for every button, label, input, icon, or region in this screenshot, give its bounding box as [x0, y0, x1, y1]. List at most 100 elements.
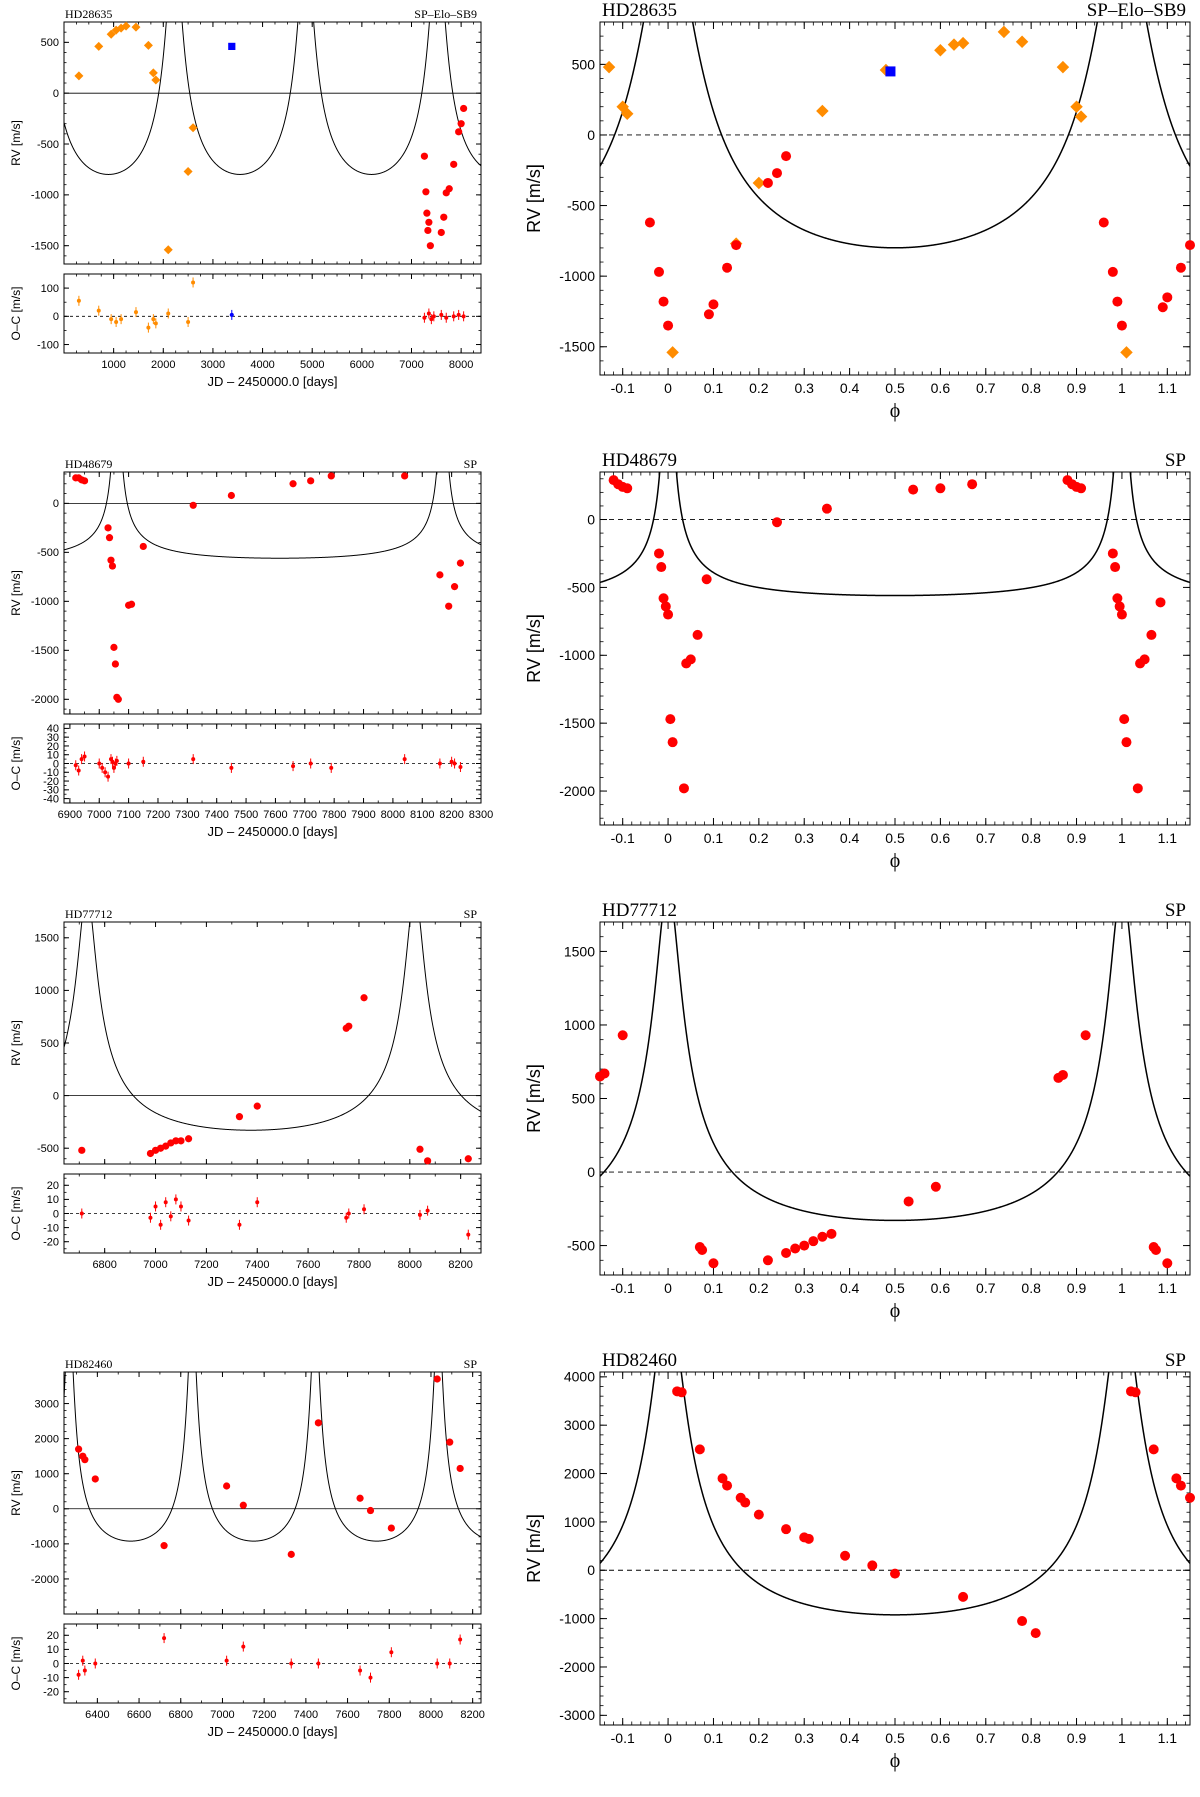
rv-point-sp	[1080, 1030, 1091, 1041]
rv-point-sp	[356, 1494, 364, 1502]
y-tick-label: -1000	[31, 596, 59, 608]
orbit-model-curve	[64, 1372, 481, 1542]
oc-point-elodie	[109, 317, 114, 322]
rv-point-elodie	[602, 60, 616, 74]
x-tick-label: 5000	[300, 359, 324, 371]
rv-point-sp	[445, 185, 453, 193]
x-tick-label: -0.1	[611, 380, 635, 396]
y-tick-label: 0	[587, 1164, 595, 1180]
x-tick-label: 7000	[87, 809, 111, 821]
oc-point-sp	[79, 757, 84, 762]
rv-point-sp	[78, 1146, 86, 1154]
x-tick-label: 0.5	[885, 380, 905, 396]
rv-point-elodie	[1015, 35, 1029, 49]
rv-point-sp	[781, 1524, 792, 1535]
rv-point-sp	[781, 1247, 792, 1258]
oc-point-sp	[191, 757, 196, 762]
y-tick-label: -100	[37, 339, 59, 351]
x-tick-label: 1	[1118, 1730, 1126, 1746]
rv-point-sp	[908, 484, 919, 495]
oc-point-sp	[316, 1661, 321, 1666]
plot-frame	[63, 21, 482, 265]
star-label: HD77712	[602, 900, 677, 921]
oc-point-sp	[429, 317, 434, 322]
oc-point-sp	[451, 314, 456, 319]
y-tick-label: -500	[37, 139, 59, 151]
oc-point-sp	[402, 757, 407, 762]
x-tick-label: 0.9	[1067, 380, 1087, 396]
orbit-model-curve	[64, 922, 481, 1131]
rv-point-sp	[654, 266, 664, 277]
rv-point-sp	[717, 1473, 728, 1484]
rv-point-sp	[108, 562, 117, 570]
x-tick-label: 7500	[234, 809, 258, 821]
oc-point-sp	[452, 761, 457, 766]
rv-point-sp	[307, 477, 315, 485]
source-label: SP	[464, 1357, 478, 1371]
oc-point-elodie	[186, 319, 191, 324]
y-tick-label: 1000	[564, 1514, 595, 1530]
oc-point-sp	[163, 1200, 168, 1205]
rv-point-sp	[701, 574, 712, 585]
y-tick-label: 1000	[564, 1017, 595, 1033]
rv-point-sp	[445, 602, 453, 610]
rv-point-sp	[436, 571, 444, 579]
oc-point-sp	[100, 765, 105, 770]
rv-point-sp	[1175, 262, 1186, 273]
oc-point-sp	[153, 1204, 158, 1209]
x-tick-label: 7800	[322, 809, 346, 821]
oc-point-sp	[173, 1197, 178, 1202]
x-tick-label: 1.1	[1158, 1280, 1178, 1296]
x-tick-label: 7300	[175, 809, 199, 821]
x-tick-label: 0.1	[704, 830, 724, 846]
y-tick-label: 10	[47, 750, 59, 762]
x-tick-label: 0.6	[931, 380, 951, 396]
rv-point-sp	[1076, 483, 1087, 494]
oc-point-sp	[178, 1204, 183, 1209]
oc-point-elodie	[114, 319, 119, 324]
x-tick-label: 7400	[245, 1259, 269, 1271]
oc-point-sp	[439, 312, 444, 317]
source-label: SP	[1165, 1350, 1186, 1371]
oc-point-sp	[346, 1211, 351, 1216]
oc-point-elodie	[96, 308, 101, 313]
rv-point-sp	[667, 737, 678, 748]
y-tick-label: 100	[41, 283, 59, 295]
x-tick-label: 0.8	[1021, 1730, 1041, 1746]
rv-point-sp	[127, 600, 136, 608]
x-tick-label: 7600	[296, 1259, 320, 1271]
rv-point-sb9	[885, 66, 896, 77]
rv-point-elodie	[121, 21, 131, 31]
rv-point-sp	[781, 151, 792, 162]
rv-point-sp	[345, 1022, 353, 1030]
y-tick-label: 4000	[564, 1369, 595, 1385]
x-tick-label: 0.7	[976, 1280, 996, 1296]
oc-point-sb9	[229, 312, 234, 317]
x-tick-label: 7100	[116, 809, 140, 821]
rv-point-sp	[654, 548, 664, 559]
oc-point-elodie	[119, 317, 124, 322]
x-tick-label: 0.1	[704, 380, 724, 396]
rv-point-sp	[1132, 783, 1143, 794]
rv-point-sp	[1162, 292, 1173, 303]
oc-point-sp	[435, 1661, 440, 1666]
x-tick-label: 8000	[381, 809, 405, 821]
y-tick-label: -1000	[559, 1611, 595, 1627]
rv-point-sp	[235, 1113, 244, 1121]
rv-point-elodie	[74, 71, 84, 81]
oc-axis-label: O–C [m/s]	[9, 736, 23, 790]
rv-point-sp	[697, 1244, 708, 1255]
rv-point-sp	[1162, 1258, 1173, 1269]
plot-frame	[63, 273, 482, 354]
rv-point-sp	[253, 1102, 261, 1110]
source-label: SP	[1165, 900, 1186, 921]
oc-point-sp	[126, 761, 131, 766]
plot-frame	[63, 1371, 482, 1615]
oc-point-sp	[425, 1208, 430, 1213]
x-tick-label: 1	[1118, 380, 1126, 396]
y-tick-label: -1000	[559, 268, 595, 284]
rv-point-sp	[692, 629, 703, 640]
rv-point-sp	[160, 1542, 168, 1550]
rv-point-sp	[678, 783, 689, 794]
oc-point-sp	[76, 1672, 81, 1677]
